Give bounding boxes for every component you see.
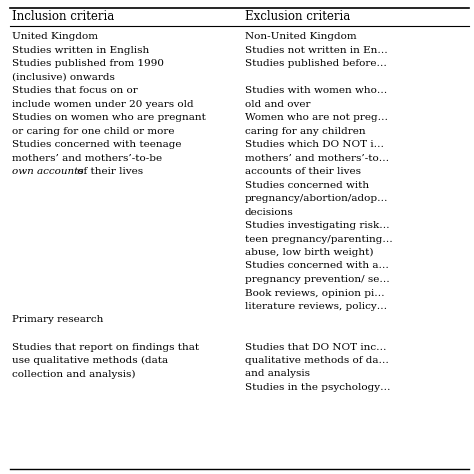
- Text: Women who are not preg…: Women who are not preg…: [245, 113, 388, 122]
- Text: pregnancy/abortion/adop…: pregnancy/abortion/adop…: [245, 194, 389, 203]
- Text: Studies that report on findings that: Studies that report on findings that: [12, 343, 199, 352]
- Text: Studies published from 1990: Studies published from 1990: [12, 59, 164, 68]
- Text: Inclusion criteria: Inclusion criteria: [12, 10, 114, 23]
- Text: and analysis: and analysis: [245, 370, 310, 379]
- Text: mothers’ and mothers’-to…: mothers’ and mothers’-to…: [245, 154, 389, 163]
- Text: Studies in the psychology…: Studies in the psychology…: [245, 383, 391, 392]
- Text: Studies that DO NOT inc…: Studies that DO NOT inc…: [245, 343, 386, 352]
- Text: mothers’ and mothers’-to-be: mothers’ and mothers’-to-be: [12, 154, 162, 163]
- Text: Non-United Kingdom: Non-United Kingdom: [245, 32, 356, 41]
- Text: Studies with women who…: Studies with women who…: [245, 86, 387, 95]
- Text: Studies written in English: Studies written in English: [12, 46, 149, 55]
- Text: of their lives: of their lives: [74, 167, 144, 176]
- Text: use qualitative methods (data: use qualitative methods (data: [12, 356, 168, 365]
- Text: teen pregnancy/parenting…: teen pregnancy/parenting…: [245, 235, 393, 244]
- Text: accounts of their lives: accounts of their lives: [245, 167, 361, 176]
- Text: Studies not written in En…: Studies not written in En…: [245, 46, 388, 55]
- Text: include women under 20 years old: include women under 20 years old: [12, 100, 193, 109]
- Text: collection and analysis): collection and analysis): [12, 370, 136, 379]
- Text: Studies which DO NOT i…: Studies which DO NOT i…: [245, 140, 384, 149]
- Text: Exclusion criteria: Exclusion criteria: [245, 10, 350, 23]
- Text: own accounts: own accounts: [12, 167, 83, 176]
- Text: abuse, low birth weight): abuse, low birth weight): [245, 248, 374, 257]
- Text: United Kingdom: United Kingdom: [12, 32, 98, 41]
- Text: pregnancy prevention/ se…: pregnancy prevention/ se…: [245, 275, 390, 284]
- Text: caring for any children: caring for any children: [245, 127, 365, 136]
- Text: Book reviews, opinion pi…: Book reviews, opinion pi…: [245, 289, 384, 298]
- Text: Studies concerned with teenage: Studies concerned with teenage: [12, 140, 182, 149]
- Text: old and over: old and over: [245, 100, 310, 109]
- Text: qualitative methods of da…: qualitative methods of da…: [245, 356, 389, 365]
- Text: literature reviews, policy…: literature reviews, policy…: [245, 302, 387, 311]
- Text: or caring for one child or more: or caring for one child or more: [12, 127, 174, 136]
- Text: decisions: decisions: [245, 208, 294, 217]
- Text: (inclusive) onwards: (inclusive) onwards: [12, 73, 115, 82]
- Text: Studies published before…: Studies published before…: [245, 59, 387, 68]
- Text: Studies investigating risk…: Studies investigating risk…: [245, 221, 390, 230]
- Text: Studies concerned with a…: Studies concerned with a…: [245, 262, 389, 271]
- Text: Primary research: Primary research: [12, 316, 103, 325]
- Text: Studies that focus on or: Studies that focus on or: [12, 86, 138, 95]
- Text: Studies on women who are pregnant: Studies on women who are pregnant: [12, 113, 206, 122]
- Text: Studies concerned with: Studies concerned with: [245, 181, 369, 190]
